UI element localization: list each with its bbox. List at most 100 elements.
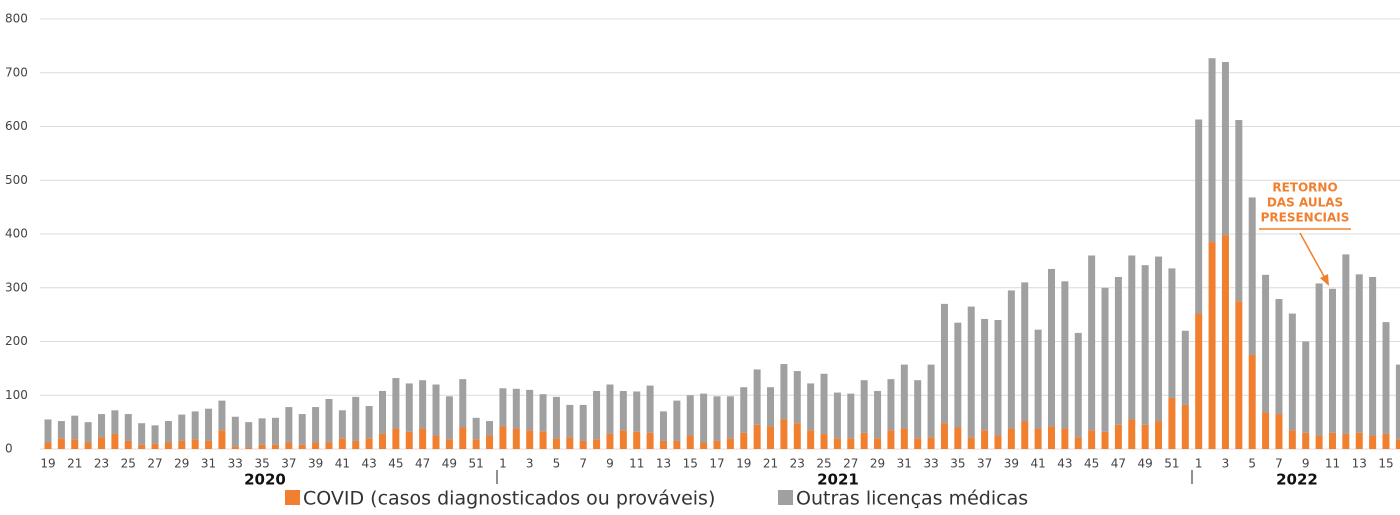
legend-label: COVID (casos diagnosticados ou prováveis… [303,488,715,510]
y-tick-label: 0 [5,442,13,456]
bar-segment [820,433,828,449]
bar-segment [847,393,855,439]
bar-segment [1128,255,1136,420]
bar-segment [1007,290,1015,429]
bar-segment [927,437,935,449]
bar-segment [151,443,159,449]
bar-segment [619,430,627,449]
bars [44,58,1400,449]
bar-segment [1315,283,1323,436]
bar-segment [1114,424,1122,449]
bar-segment [312,407,320,443]
bar-segment [1355,432,1363,449]
bar-segment [740,432,748,449]
bar-segment [205,440,213,449]
bar-segment [1074,332,1082,438]
y-tick-label: 700 [5,65,28,79]
bar-segment [726,438,734,449]
bar-segment [874,390,882,439]
bar-segment [71,415,79,440]
bar-segment [793,371,801,424]
bar-segment [1141,265,1149,425]
y-tick-label: 200 [5,334,28,348]
x-tick-label: 23 [94,457,109,471]
y-tick-label: 300 [5,280,28,294]
x-tick-label: 51 [469,457,484,471]
bar-segment [539,431,547,449]
bar-segment [1021,282,1029,422]
bar-segment [1088,255,1096,431]
bar-segment [646,385,654,433]
bar-segment [1315,435,1323,449]
bar-segment [526,389,534,431]
x-tick-label: 31 [897,457,912,471]
bar-segment [432,435,440,449]
bar-segment [1221,62,1229,236]
x-tick-label: 49 [442,457,457,471]
bar-segment [887,430,895,449]
bar-segment [1248,197,1256,355]
bar-segment [338,438,346,449]
bar-segment [1328,288,1336,433]
bar-segment [405,431,413,449]
bar-segment [1021,421,1029,449]
bar-segment [325,442,333,449]
bar-segment [1048,268,1055,427]
x-tick-label: 47 [415,457,430,471]
bar-segment [419,380,427,429]
bar-segment [392,428,400,449]
bar-segment [472,417,480,440]
bar-segment [1128,419,1136,449]
bar-segment [1181,404,1189,449]
bar-segment [994,320,1002,436]
bar-segment [606,433,614,449]
bar-segment [1382,433,1390,449]
x-tick-label: 35 [950,457,965,471]
bar-segment [218,400,226,431]
bar-segment [940,423,948,449]
x-tick-label: 27 [147,457,162,471]
bar-segment [486,435,494,449]
x-tick-label: 33 [923,457,938,471]
x-tick-label: 37 [281,457,296,471]
bar-segment [900,364,908,429]
bar-segment [1262,274,1270,413]
bar-segment [1007,428,1015,449]
bar-segment [164,421,172,443]
bar-segment [526,430,534,449]
bar-segment [71,439,79,449]
bar-segment [499,388,507,427]
year-label: 2021 [817,471,859,489]
bar-segment [138,423,146,445]
bar-segment [994,435,1002,449]
year-label: 2020 [244,471,286,489]
y-tick-label: 500 [5,173,28,187]
bar-segment [633,431,641,449]
x-tick-label: 1 [499,457,507,471]
bar-segment [1155,421,1163,449]
bar-segment [1342,254,1350,434]
bar-segment [1248,354,1256,449]
annotation-arrowhead [1320,274,1329,286]
bar-segment [713,396,721,441]
x-tick-label: 29 [870,457,885,471]
x-tick-label: 45 [388,457,403,471]
bar-segment [566,437,574,449]
year-label: 2022 [1276,471,1318,489]
x-tick-label: 43 [1057,457,1072,471]
bar-segment [1114,277,1122,425]
bar-segment [619,390,627,431]
x-tick-label: 21 [67,457,82,471]
bar-segment [164,442,172,449]
bar-segment [57,421,65,439]
bar-segment [205,408,213,441]
bar-segment [258,444,266,449]
bar-segment [1275,414,1283,449]
bar-segment [459,427,467,449]
bar-segment [967,437,975,449]
bar-segment [191,411,199,440]
bar-segment [178,440,186,449]
bar-segment [512,388,520,429]
bar-segment [285,407,293,443]
